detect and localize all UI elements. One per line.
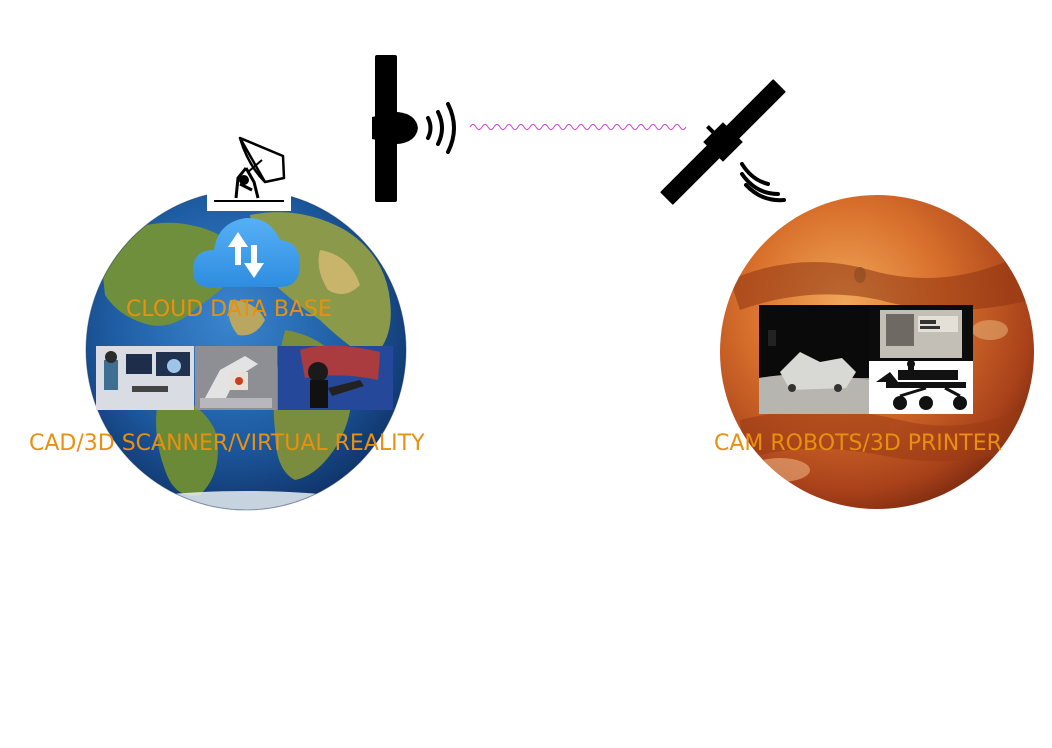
cad-workstation-photo (96, 346, 194, 410)
mars-tools-photo-collage (759, 305, 973, 414)
transmitter-tower-icon (372, 55, 456, 202)
radio-signal-wave (469, 124, 687, 130)
earth-tools-label: CAD/3D SCANNER/VIRTUAL REALITY (29, 431, 425, 456)
mars-tools-label: CAM ROBOTS/3D PRINTER (714, 431, 1002, 456)
mars-rover-icon (869, 360, 973, 414)
satellite-dish-icon (214, 136, 286, 202)
satellite-icon (660, 79, 786, 205)
3d-scanner-robot-photo (195, 346, 277, 410)
earth-tools-photo-strip (96, 345, 393, 410)
3d-printer-box-photo (869, 305, 973, 361)
lunar-robots-photo (759, 305, 869, 414)
cloud-upload-download-icon (192, 217, 300, 287)
ground-station (207, 132, 291, 211)
virtual-reality-photo (278, 345, 393, 410)
cloud-database-label: CLOUD DATA BASE (126, 297, 332, 322)
